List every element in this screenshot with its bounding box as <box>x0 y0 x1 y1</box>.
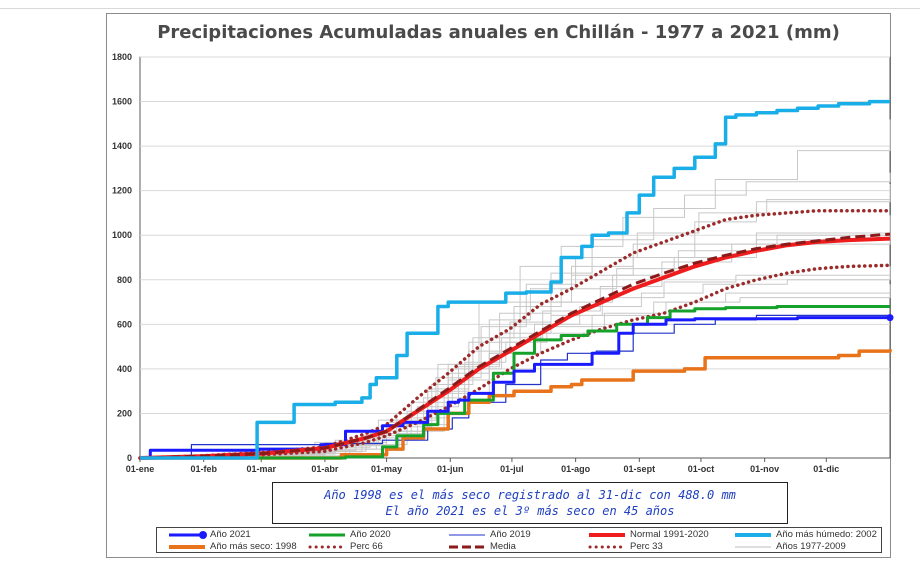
x-tick-label: 01-nov <box>750 464 779 474</box>
legend-label-normal: Normal 1991-2020 <box>630 529 709 540</box>
y-tick-label: 200 <box>117 408 132 418</box>
legend-swatch-2019 <box>449 534 485 536</box>
x-tick-label: 01-ago <box>561 464 591 474</box>
series-line-perc-33 <box>138 263 892 460</box>
series-line-a-o-2021 <box>140 316 890 460</box>
top-divider <box>0 8 920 9</box>
legend-swatch-media <box>449 545 485 549</box>
legend-label-historic: Años 1977-2009 <box>776 541 846 552</box>
legend-label-media: Media <box>490 541 516 552</box>
legend-swatch-2020 <box>309 533 345 537</box>
x-tick-label: 01-feb <box>190 464 217 474</box>
y-tick-label: 1600 <box>112 97 132 107</box>
legend-label-2021: Año 2021 <box>210 529 251 540</box>
legend-label-wettest: Año más húmedo: 2002 <box>776 529 877 540</box>
x-tick-label: 01-ene <box>126 464 155 474</box>
series-line-normal-1991-2020 <box>139 236 891 460</box>
x-tick-label: 01-dic <box>813 464 839 474</box>
y-tick-label: 1000 <box>112 230 132 240</box>
legend-swatch-perc33 <box>588 545 627 549</box>
note-line-1: Año 1998 es el más seco registrado al 31… <box>324 488 736 502</box>
legend-swatch-driest <box>169 545 205 549</box>
legend-swatch-normal <box>589 533 625 537</box>
series-2021-end-marker <box>886 314 894 322</box>
y-tick-label: 600 <box>117 319 132 329</box>
x-tick-label: 01-may <box>371 464 402 474</box>
legend-label-driest: Año más seco: 1998 <box>210 541 297 552</box>
plot-area <box>139 56 891 459</box>
x-tick-label: 01-mar <box>246 464 276 474</box>
series-line-a-o-m-s-h-medo-2002 <box>140 99 890 460</box>
legend-swatch-wettest <box>735 533 771 537</box>
y-tick-label: 1200 <box>112 186 132 196</box>
y-tick-label: 0 <box>127 453 132 463</box>
y-tick-label: 1800 <box>112 52 132 62</box>
legend-label-2020: Año 2020 <box>350 529 391 540</box>
legend-label-perc66: Perc 66 <box>350 541 383 552</box>
legend-label-perc33: Perc 33 <box>630 541 663 552</box>
chart-legend: Año 2021 Año 2020 Año 2019 Normal 1991-2… <box>156 527 882 553</box>
x-tick-label: 01-jul <box>500 464 524 474</box>
legend-label-2019: Año 2019 <box>490 529 531 540</box>
x-tick-label: 01-abr <box>311 464 339 474</box>
note-line-2: El año 2021 es el 3º más seco en 45 años <box>385 504 675 518</box>
x-tick-label: 01-jun <box>437 464 464 474</box>
y-tick-label: 800 <box>117 275 132 285</box>
series-line-media <box>139 232 891 460</box>
y-tick-label: 1400 <box>112 141 132 151</box>
x-tick-label: 01-oct <box>688 464 715 474</box>
legend-swatch-perc66 <box>308 545 347 549</box>
x-tick-label: 01-sept <box>624 464 656 474</box>
y-tick-label: 400 <box>117 364 132 374</box>
chart-note: Año 1998 es el más seco registrado al 31… <box>272 482 788 524</box>
series-line-a-o-2020 <box>140 305 890 460</box>
series-line-a-o-m-s-seco-1998 <box>140 349 892 460</box>
chart-title: Precipitaciones Acumuladas anuales en Ch… <box>157 22 840 43</box>
legend-swatch-historic <box>735 546 771 548</box>
legend-swatch-2021 <box>169 531 207 539</box>
